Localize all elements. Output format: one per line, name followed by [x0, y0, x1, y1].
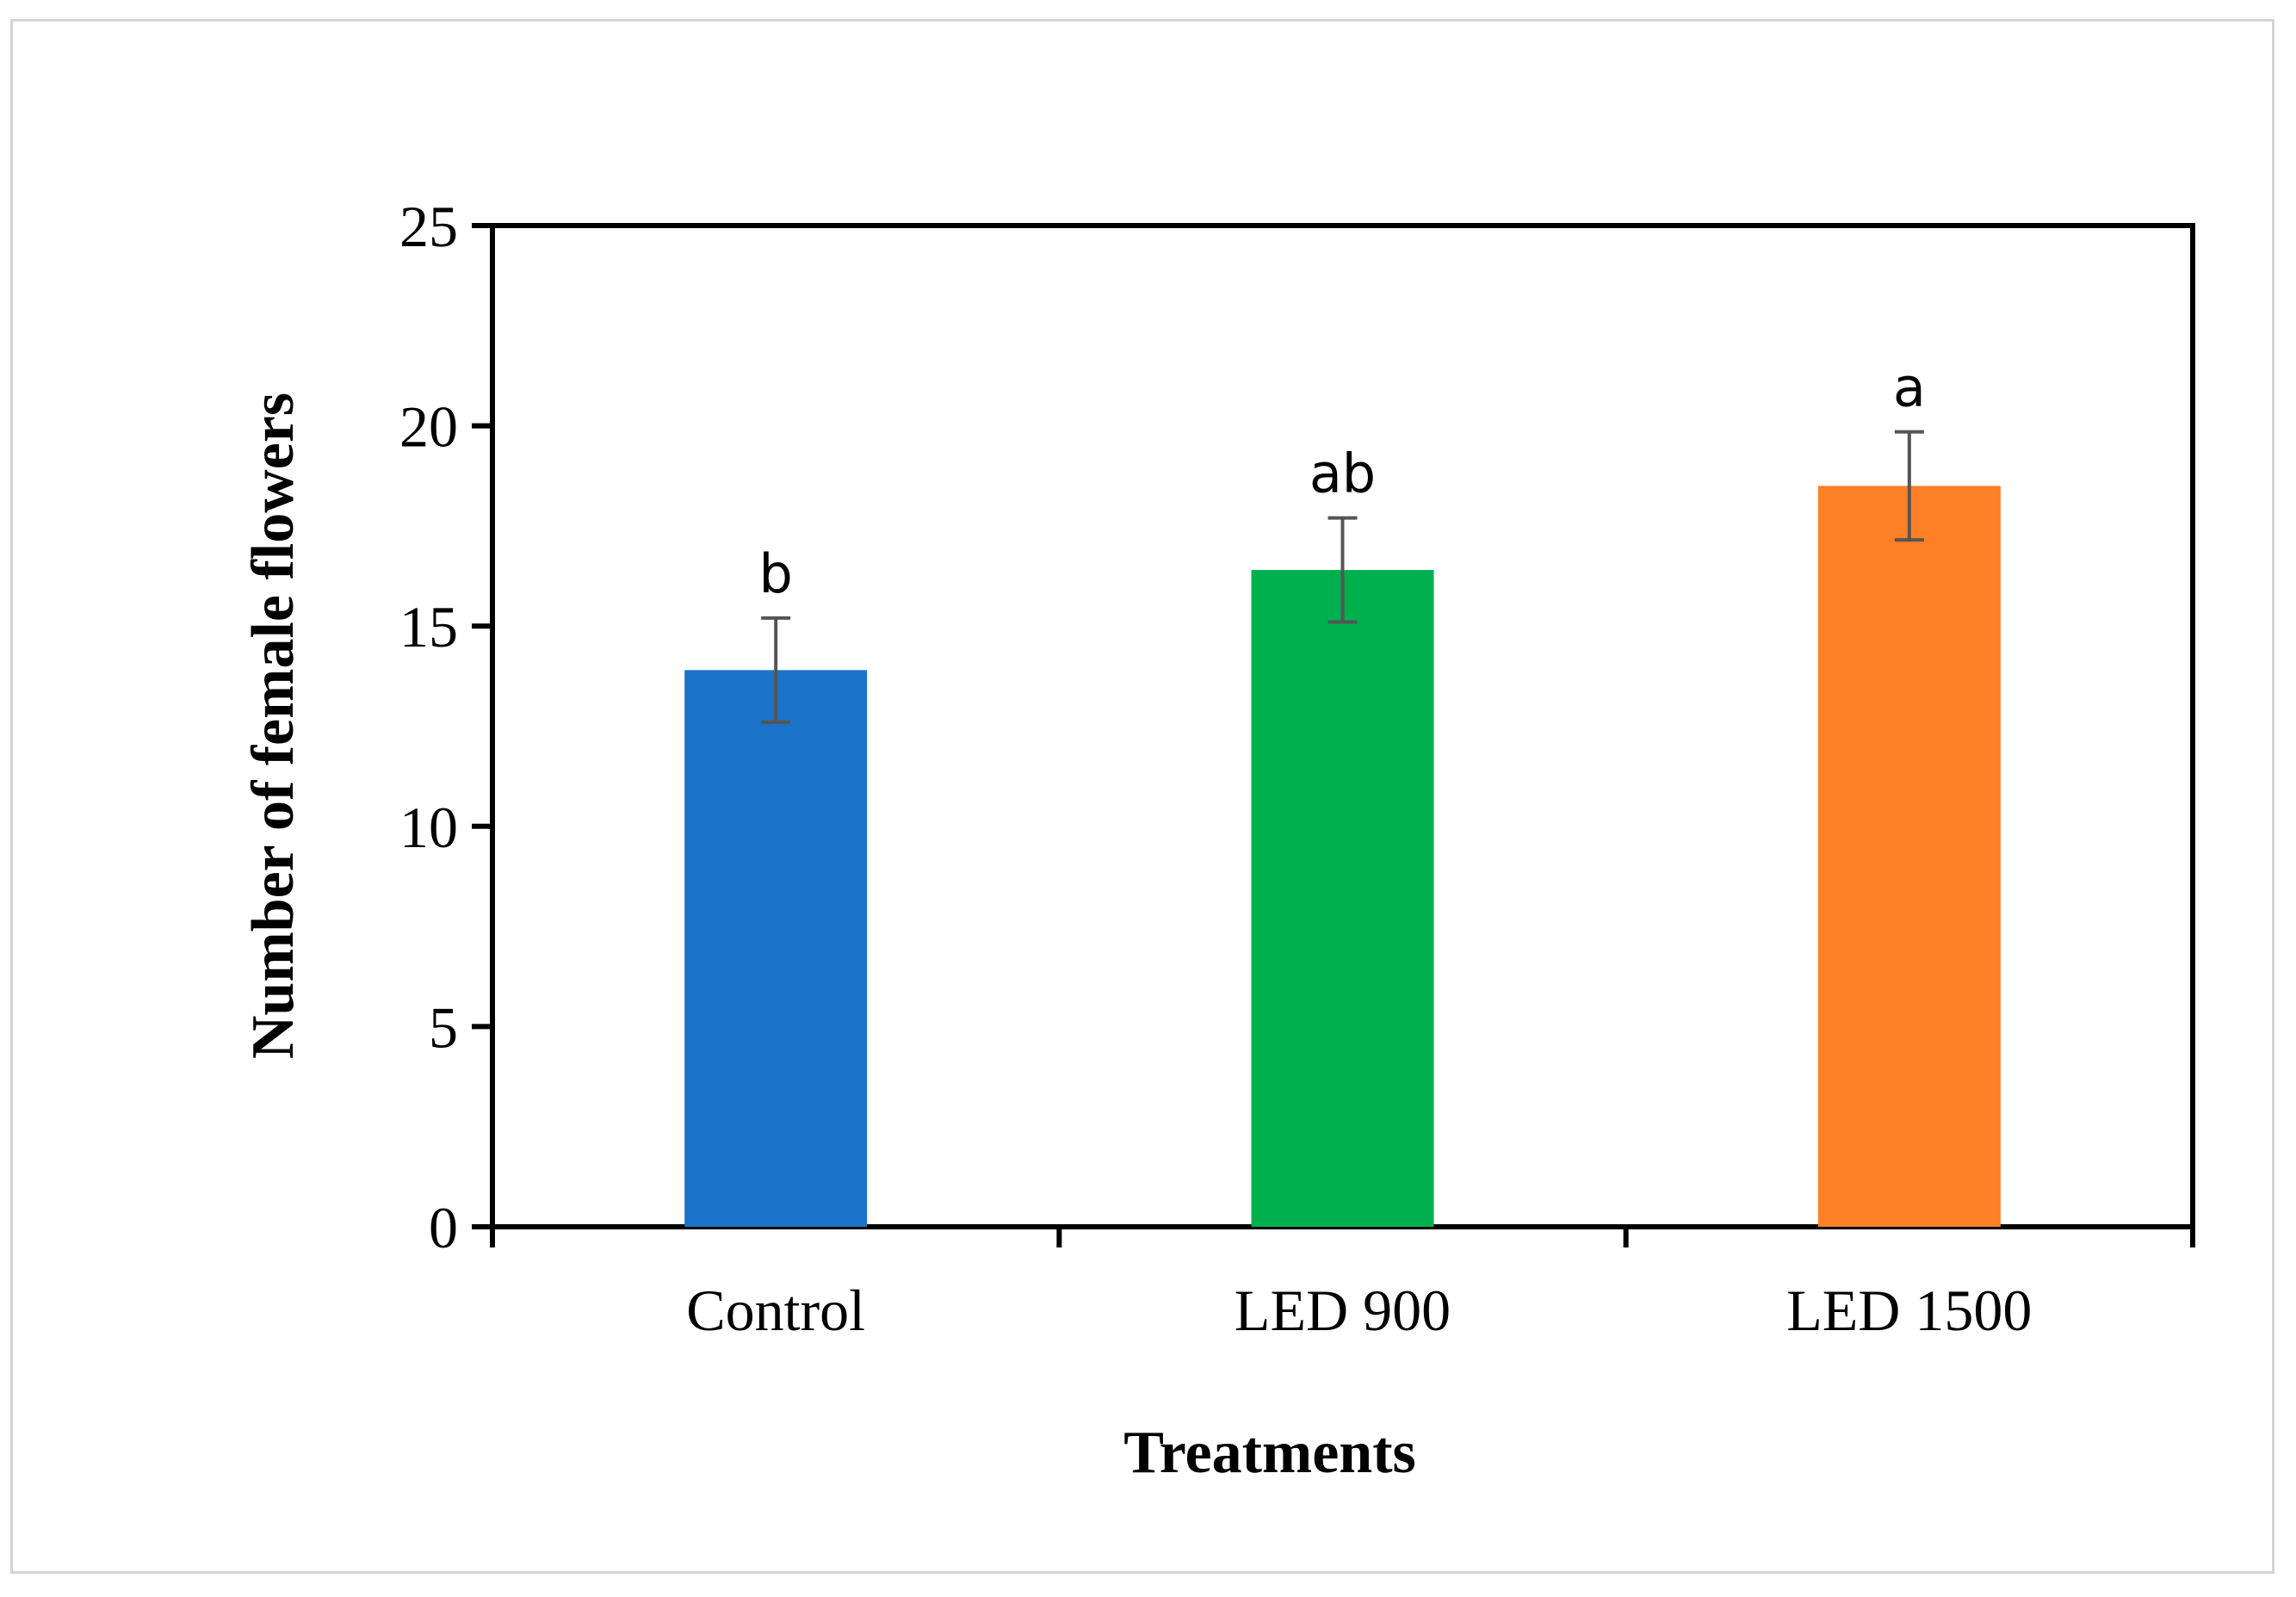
error-bar	[1327, 516, 1358, 624]
bars-group	[684, 486, 2001, 1227]
y-tick-label: 10	[399, 795, 458, 860]
error-bars-group	[761, 430, 1924, 724]
y-tick-label: 0	[429, 1195, 458, 1260]
significance-letters-group: b ab a	[758, 356, 1925, 605]
error-bar	[761, 616, 791, 724]
x-tick-label: LED 1500	[1786, 1278, 2032, 1343]
bar-led-900	[1251, 570, 1434, 1227]
y-tick-label: 5	[429, 994, 458, 1060]
y-tick-label: 20	[399, 394, 458, 460]
y-tick-label: 25	[399, 194, 458, 259]
bar-control	[684, 670, 868, 1227]
y-axis-title: Number of female flowers	[240, 393, 306, 1059]
significance-letter: ab	[1309, 443, 1376, 505]
y-axis: 0 5 10 15 20 25	[399, 194, 492, 1260]
y-tick-label: 15	[399, 594, 458, 659]
error-bar	[1894, 430, 1924, 542]
significance-letter: b	[758, 542, 792, 605]
x-tick-label: LED 900	[1235, 1278, 1451, 1343]
x-axis: Control LED 900 LED 1500	[490, 1227, 2195, 1343]
bar-led-1500	[1817, 486, 2001, 1227]
x-axis-title: Treatments	[1123, 1420, 1416, 1486]
significance-letter: a	[1893, 356, 1926, 419]
x-tick-label: Control	[686, 1278, 865, 1343]
